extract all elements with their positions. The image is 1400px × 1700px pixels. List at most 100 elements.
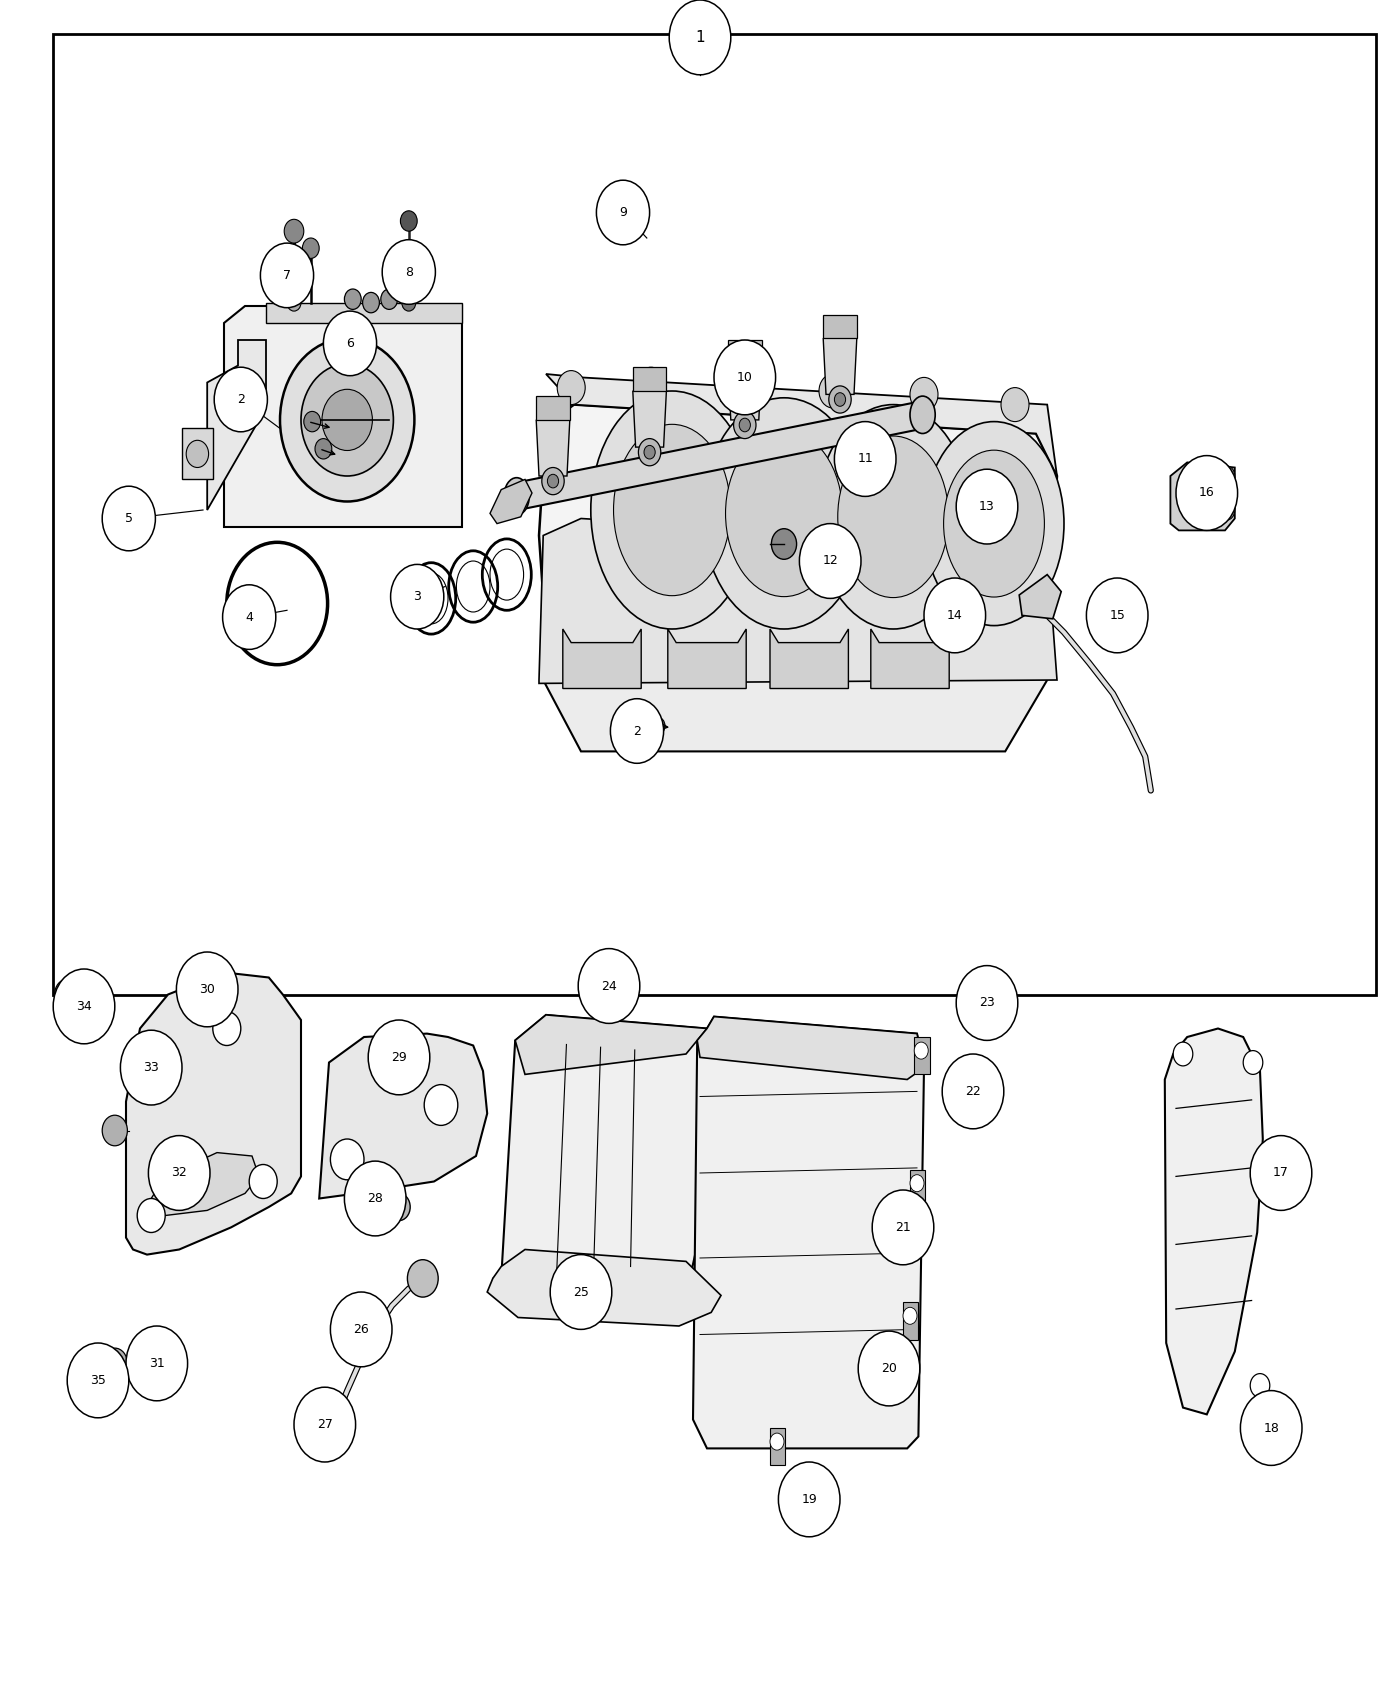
Polygon shape	[563, 629, 641, 688]
Circle shape	[956, 966, 1018, 1040]
Circle shape	[910, 377, 938, 411]
Circle shape	[323, 311, 377, 376]
Circle shape	[714, 340, 776, 415]
Text: 32: 32	[171, 1166, 188, 1180]
Circle shape	[120, 1030, 182, 1105]
Circle shape	[1218, 500, 1235, 520]
Circle shape	[400, 211, 417, 231]
Circle shape	[596, 180, 650, 245]
Circle shape	[55, 979, 80, 1010]
Circle shape	[1250, 1374, 1270, 1397]
Text: 28: 28	[367, 1192, 384, 1205]
Text: 35: 35	[90, 1374, 106, 1387]
Polygon shape	[487, 1250, 721, 1326]
Circle shape	[1187, 473, 1221, 513]
Circle shape	[330, 1139, 364, 1180]
Circle shape	[770, 1433, 784, 1450]
Text: 11: 11	[857, 452, 874, 466]
Polygon shape	[1019, 575, 1061, 619]
Polygon shape	[151, 1153, 259, 1216]
Circle shape	[829, 386, 851, 413]
Text: 5: 5	[125, 512, 133, 525]
Ellipse shape	[703, 398, 865, 629]
Circle shape	[771, 529, 797, 559]
Bar	[910, 1170, 925, 1207]
Circle shape	[315, 439, 332, 459]
Circle shape	[363, 292, 379, 313]
Circle shape	[330, 1292, 392, 1367]
Circle shape	[391, 564, 444, 629]
Text: 12: 12	[822, 554, 839, 568]
Polygon shape	[668, 629, 746, 688]
Circle shape	[102, 1348, 127, 1379]
Polygon shape	[728, 364, 762, 420]
Text: 30: 30	[199, 983, 216, 996]
Circle shape	[542, 468, 564, 495]
Circle shape	[858, 1331, 920, 1406]
Text: 25: 25	[573, 1285, 589, 1299]
Circle shape	[368, 1020, 430, 1095]
Polygon shape	[1165, 1028, 1263, 1414]
Circle shape	[322, 389, 372, 450]
Text: 9: 9	[619, 206, 627, 219]
Circle shape	[872, 1190, 934, 1265]
Circle shape	[834, 422, 896, 496]
Circle shape	[382, 240, 435, 304]
Circle shape	[301, 364, 393, 476]
Circle shape	[1086, 578, 1148, 653]
Circle shape	[186, 440, 209, 468]
Circle shape	[578, 949, 640, 1023]
Text: 10: 10	[736, 371, 753, 384]
Polygon shape	[546, 374, 1057, 476]
Circle shape	[147, 1040, 175, 1074]
Ellipse shape	[924, 422, 1064, 626]
Ellipse shape	[816, 405, 970, 629]
Text: 19: 19	[801, 1493, 818, 1506]
Text: 2: 2	[237, 393, 245, 406]
Text: 31: 31	[148, 1357, 165, 1370]
Circle shape	[819, 374, 847, 408]
Text: 16: 16	[1198, 486, 1215, 500]
Circle shape	[638, 439, 661, 466]
Polygon shape	[871, 629, 949, 688]
Circle shape	[651, 717, 665, 734]
Polygon shape	[515, 1015, 707, 1074]
Circle shape	[260, 243, 314, 308]
Circle shape	[294, 1387, 356, 1462]
Circle shape	[956, 469, 1018, 544]
Circle shape	[53, 969, 115, 1044]
Polygon shape	[539, 518, 1057, 683]
Circle shape	[903, 1307, 917, 1324]
Bar	[266, 303, 462, 323]
Circle shape	[102, 1115, 127, 1146]
Polygon shape	[728, 340, 762, 364]
Text: 20: 20	[881, 1362, 897, 1375]
Circle shape	[424, 1085, 458, 1125]
Circle shape	[402, 294, 416, 311]
Circle shape	[610, 699, 664, 763]
Circle shape	[1240, 1391, 1302, 1465]
Polygon shape	[633, 391, 666, 447]
Polygon shape	[126, 972, 301, 1255]
Text: 15: 15	[1109, 609, 1126, 622]
Circle shape	[382, 1047, 416, 1088]
Ellipse shape	[504, 478, 529, 515]
Polygon shape	[770, 629, 848, 688]
Circle shape	[1001, 388, 1029, 422]
Polygon shape	[823, 338, 857, 394]
Text: 14: 14	[946, 609, 963, 622]
Circle shape	[344, 289, 361, 309]
Polygon shape	[697, 1017, 924, 1080]
Bar	[53, 34, 1376, 994]
Circle shape	[739, 418, 750, 432]
Circle shape	[942, 1054, 1004, 1129]
Circle shape	[344, 1161, 406, 1236]
Polygon shape	[207, 340, 266, 510]
Bar	[182, 428, 213, 479]
Ellipse shape	[910, 396, 935, 434]
Circle shape	[318, 1406, 349, 1443]
Text: 1: 1	[696, 31, 704, 44]
Text: 34: 34	[76, 1000, 92, 1013]
Ellipse shape	[725, 430, 843, 597]
Circle shape	[834, 393, 846, 406]
